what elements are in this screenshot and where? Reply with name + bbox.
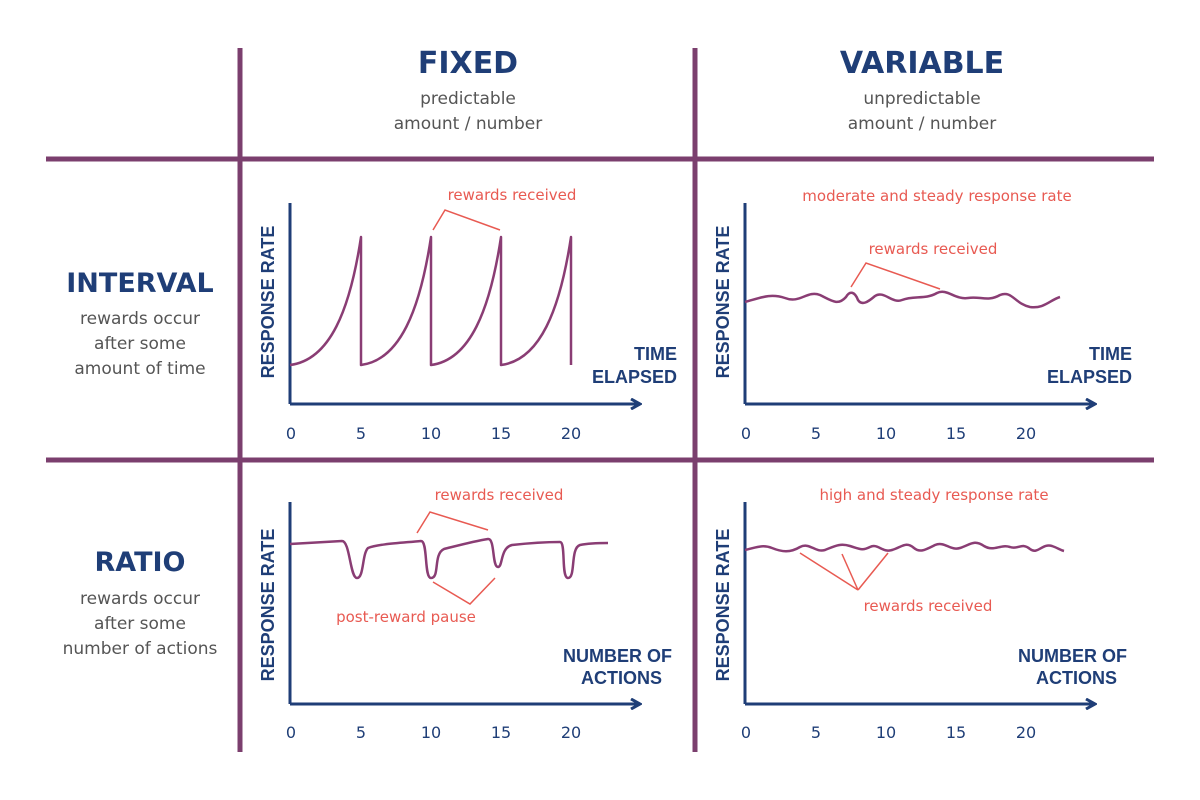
- annotation-pointer: [857, 552, 889, 591]
- chart-fixed-ratio: RESPONSE RATE NUMBER OF ACTIONS 0 5 10 1…: [258, 486, 672, 742]
- tick-label: 15: [491, 424, 511, 443]
- x-axis-label-line: ACTIONS: [1036, 668, 1117, 688]
- annotation-response-rate: high and steady response rate: [819, 486, 1048, 504]
- annotation-pointer: [841, 553, 859, 591]
- column-subtitle-line: unpredictable: [863, 89, 980, 109]
- y-axis-label: RESPONSE RATE: [713, 529, 733, 682]
- tick-label: 10: [876, 424, 896, 443]
- column-header-variable: VARIABLE unpredictable amount / number: [840, 46, 1004, 134]
- x-axis-label-line: ELAPSED: [1047, 367, 1132, 387]
- column-title: VARIABLE: [840, 46, 1004, 81]
- row-header-interval: INTERVAL rewards occur after some amount…: [66, 268, 213, 379]
- column-subtitle-line: amount / number: [394, 114, 542, 134]
- annotation-rewards-received: rewards received: [864, 597, 993, 615]
- tick-label: 10: [421, 424, 441, 443]
- response-curve: [744, 541, 1065, 553]
- row-subtitle-line: number of actions: [63, 639, 218, 659]
- tick-label: 5: [356, 723, 366, 742]
- row-title: RATIO: [94, 547, 185, 578]
- column-subtitle-line: predictable: [420, 89, 516, 109]
- annotation-pointer: [799, 552, 859, 591]
- annotation-pointer: [416, 511, 489, 534]
- annotation-post-reward-pause: post-reward pause: [336, 608, 476, 626]
- y-axis-label: RESPONSE RATE: [713, 226, 733, 379]
- row-subtitle-line: after some: [94, 334, 186, 354]
- x-axis-label-line: TIME: [634, 344, 677, 364]
- tick-label: 5: [811, 424, 821, 443]
- tick-label: 0: [286, 723, 296, 742]
- tick-label: 5: [811, 723, 821, 742]
- column-header-fixed: FIXED predictable amount / number: [394, 46, 542, 134]
- annotation-pointer: [850, 262, 941, 290]
- grid-lines: [46, 48, 1154, 752]
- x-axis-label-line: NUMBER OF: [563, 646, 672, 666]
- tick-label: 15: [491, 723, 511, 742]
- chart-fixed-interval: RESPONSE RATE TIME ELAPSED 0 5 10 15 20 …: [258, 186, 677, 443]
- tick-label: 0: [741, 424, 751, 443]
- tick-label: 10: [421, 723, 441, 742]
- tick-label: 20: [1016, 723, 1036, 742]
- annotation-pointer: [432, 577, 496, 605]
- row-header-ratio: RATIO rewards occur after some number of…: [63, 547, 218, 659]
- response-curve: [289, 235, 573, 367]
- annotation-pointer: [432, 209, 501, 231]
- x-axis-label-line: TIME: [1089, 344, 1132, 364]
- column-subtitle-line: amount / number: [848, 114, 996, 134]
- tick-label: 20: [561, 424, 581, 443]
- x-axis-label-line: ELAPSED: [592, 367, 677, 387]
- row-subtitle-line: rewards occur: [80, 309, 200, 329]
- x-axis-label-line: NUMBER OF: [1018, 646, 1127, 666]
- annotation-rewards-received: rewards received: [435, 486, 564, 504]
- annotation-rewards-received: rewards received: [448, 186, 577, 204]
- row-subtitle-line: after some: [94, 614, 186, 634]
- y-axis-label: RESPONSE RATE: [258, 529, 278, 682]
- chart-variable-interval: RESPONSE RATE TIME ELAPSED 0 5 10 15 20 …: [713, 187, 1132, 443]
- tick-label: 5: [356, 424, 366, 443]
- x-axis-label-line: ACTIONS: [581, 668, 662, 688]
- annotation-response-rate: moderate and steady response rate: [802, 187, 1071, 205]
- row-subtitle-line: rewards occur: [80, 589, 200, 609]
- row-subtitle-line: amount of time: [74, 359, 205, 379]
- tick-label: 15: [946, 723, 966, 742]
- response-curve: [289, 537, 609, 580]
- tick-label: 20: [561, 723, 581, 742]
- row-title: INTERVAL: [66, 268, 213, 299]
- tick-label: 20: [1016, 424, 1036, 443]
- tick-label: 10: [876, 723, 896, 742]
- chart-variable-ratio: RESPONSE RATE NUMBER OF ACTIONS 0 5 10 1…: [713, 486, 1127, 742]
- tick-label: 0: [741, 723, 751, 742]
- y-axis-label: RESPONSE RATE: [258, 226, 278, 379]
- column-title: FIXED: [418, 46, 518, 81]
- tick-label: 0: [286, 424, 296, 443]
- tick-label: 15: [946, 424, 966, 443]
- response-curve: [744, 290, 1061, 309]
- annotation-rewards-received: rewards received: [869, 240, 998, 258]
